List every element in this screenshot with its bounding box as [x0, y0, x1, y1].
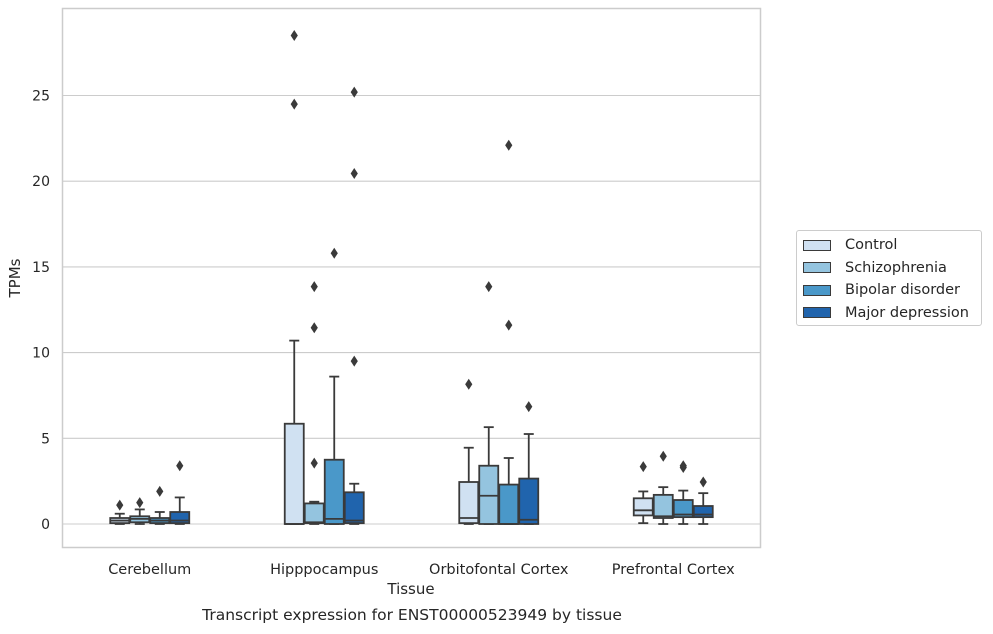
outlier-point — [699, 476, 707, 488]
box-iqr — [169, 511, 191, 525]
x-tick-label: Prefrontal Cortex — [612, 562, 735, 578]
outlier-point — [679, 460, 687, 472]
outlier-point — [310, 457, 318, 469]
box — [672, 460, 694, 525]
y-tick-label: 20 — [32, 174, 50, 190]
legend-label: Control — [845, 237, 898, 253]
box — [343, 86, 365, 525]
legend-swatch — [803, 284, 831, 296]
x-tick-label: Orbitofontal Cortex — [429, 562, 569, 578]
outlier-point — [525, 401, 533, 413]
box — [169, 460, 191, 525]
legend-label: Schizophrenia — [845, 259, 947, 276]
box-iqr — [652, 493, 674, 519]
box — [498, 139, 520, 525]
outlier-point — [350, 355, 358, 367]
boxes — [109, 30, 714, 525]
box — [323, 247, 345, 525]
legend-label: Bipolar disorder — [845, 282, 960, 298]
box — [692, 476, 714, 525]
y-axis-label: TPMs — [6, 258, 24, 298]
outlier-point — [505, 139, 513, 151]
legend-swatch — [803, 262, 831, 273]
chart-caption: Transcript expression for ENST0000052394… — [202, 606, 622, 624]
y-tick-label: 15 — [32, 260, 50, 276]
box — [518, 401, 540, 525]
box-iqr — [692, 505, 714, 519]
outlier-point — [465, 378, 473, 390]
outlier-point — [176, 460, 184, 472]
outlier-point — [485, 281, 493, 293]
box-iqr — [498, 483, 520, 525]
outlier-point — [136, 497, 144, 509]
y-tick-label: 25 — [32, 89, 50, 105]
legend: Control Schizophrenia Bipolar disorder Majo… — [796, 230, 982, 326]
box-iqr — [283, 422, 305, 525]
box — [632, 461, 654, 525]
legend-item: Schizophrenia — [803, 258, 947, 278]
box — [109, 499, 131, 525]
x-tick-label: Cerebellum — [108, 562, 191, 578]
outlier-point — [116, 499, 124, 511]
box-iqr — [632, 497, 654, 517]
legend-item: Control — [803, 235, 897, 255]
outlier-point — [290, 98, 298, 110]
box-iqr — [303, 502, 325, 525]
box — [283, 30, 305, 525]
legend-swatch — [803, 239, 831, 251]
outlier-point — [350, 86, 358, 98]
x-tick-labels: Cerebellum Hipppocampus Orbitofontal Corte… — [108, 562, 735, 578]
outlier-point — [350, 167, 358, 179]
legend-item: Bipolar disorder — [803, 280, 960, 300]
plot-frame — [61, 7, 762, 549]
box-iqr — [458, 481, 480, 525]
outlier-point — [639, 461, 647, 473]
box-iqr — [323, 458, 345, 525]
outlier-point — [310, 281, 318, 293]
box — [149, 485, 171, 525]
y-tick-label: 5 — [41, 431, 50, 447]
box — [129, 497, 151, 525]
box-iqr — [343, 491, 365, 525]
y-tick-labels: 0 5 10 15 20 25 — [32, 89, 50, 534]
legend-swatch — [803, 307, 831, 318]
box-iqr — [672, 499, 694, 519]
outlier-point — [330, 247, 338, 259]
box — [458, 378, 480, 525]
box — [478, 281, 500, 525]
outlier-point — [156, 485, 164, 497]
y-tick-label: 10 — [32, 346, 50, 362]
legend-item: Major depression — [803, 303, 969, 323]
y-tick-label: 0 — [41, 517, 50, 533]
box-iqr — [518, 477, 540, 525]
x-axis-label: Tissue — [386, 580, 434, 598]
box — [652, 450, 674, 525]
outlier-point — [290, 30, 298, 42]
legend-label: Major depression — [845, 304, 969, 321]
box — [303, 281, 325, 525]
x-tick-label: Hipppocampus — [270, 562, 378, 578]
gridlines — [62, 94, 761, 525]
outlier-point — [659, 450, 667, 462]
outlier-point — [505, 319, 513, 331]
outlier-point — [310, 322, 318, 334]
